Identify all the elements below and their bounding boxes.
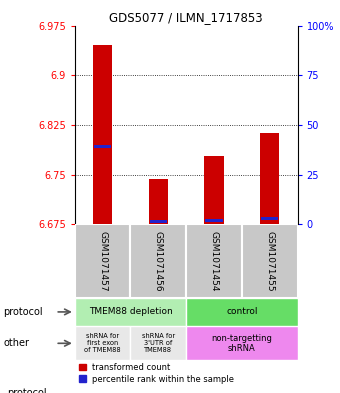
- Bar: [75, 326, 131, 360]
- Bar: [242, 224, 298, 298]
- Bar: [186, 298, 298, 326]
- Text: shRNA for
first exon
of TMEM88: shRNA for first exon of TMEM88: [84, 333, 121, 353]
- Text: other: other: [3, 338, 29, 348]
- Bar: [186, 326, 298, 360]
- Bar: [149, 179, 168, 224]
- Bar: [131, 224, 186, 298]
- Bar: [260, 133, 279, 224]
- Bar: [150, 220, 167, 223]
- Text: non-targetting
shRNA: non-targetting shRNA: [211, 334, 272, 353]
- Bar: [261, 217, 278, 220]
- Bar: [131, 326, 186, 360]
- Text: TMEM88 depletion: TMEM88 depletion: [89, 307, 172, 316]
- Text: GSM1071457: GSM1071457: [98, 231, 107, 291]
- Text: protocol: protocol: [3, 307, 43, 317]
- Text: protocol: protocol: [7, 388, 47, 393]
- Bar: [94, 145, 112, 149]
- Text: shRNA for
3'UTR of
TMEM88: shRNA for 3'UTR of TMEM88: [142, 333, 175, 353]
- Bar: [75, 224, 131, 298]
- Bar: [205, 219, 223, 222]
- Legend: transformed count, percentile rank within the sample: transformed count, percentile rank withi…: [79, 363, 234, 384]
- Text: control: control: [226, 307, 258, 316]
- Text: GSM1071454: GSM1071454: [209, 231, 219, 291]
- Bar: [186, 224, 242, 298]
- Bar: [75, 298, 186, 326]
- Text: GSM1071455: GSM1071455: [265, 231, 274, 291]
- Text: GSM1071456: GSM1071456: [154, 231, 163, 291]
- Title: GDS5077 / ILMN_1717853: GDS5077 / ILMN_1717853: [109, 11, 263, 24]
- Bar: [93, 46, 113, 224]
- Bar: [204, 156, 224, 224]
